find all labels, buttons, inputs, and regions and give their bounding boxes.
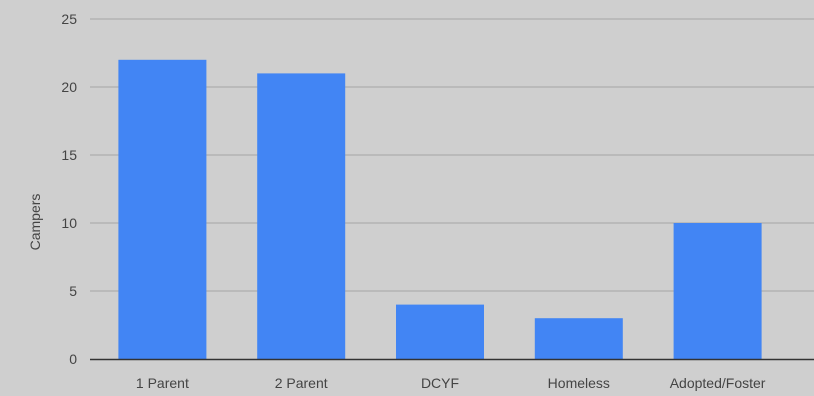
bars (118, 59, 762, 360)
y-axis-ticks: 0 5 10 15 20 25 (61, 11, 77, 367)
y-tick-label: 5 (69, 283, 77, 299)
bar (118, 59, 207, 360)
y-axis-label: Campers (27, 194, 43, 251)
y-tick-label: 10 (61, 215, 77, 231)
y-tick-label: 0 (69, 351, 77, 367)
x-tick-label: Homeless (548, 375, 610, 391)
x-axis-ticks: 1 Parent 2 Parent DCYF Homeless Adopted/Fost… (136, 375, 766, 391)
y-tick-label: 20 (61, 79, 77, 95)
x-tick-label: Adopted/Foster (670, 375, 766, 391)
x-tick-label: 2 Parent (275, 375, 328, 391)
y-tick-label: 25 (61, 11, 77, 27)
bar (673, 223, 762, 359)
bar (534, 318, 623, 359)
bar (396, 304, 484, 359)
x-tick-label: DCYF (421, 375, 459, 391)
x-tick-label: 1 Parent (136, 375, 189, 391)
y-tick-label: 15 (61, 147, 77, 163)
bar (257, 73, 346, 360)
